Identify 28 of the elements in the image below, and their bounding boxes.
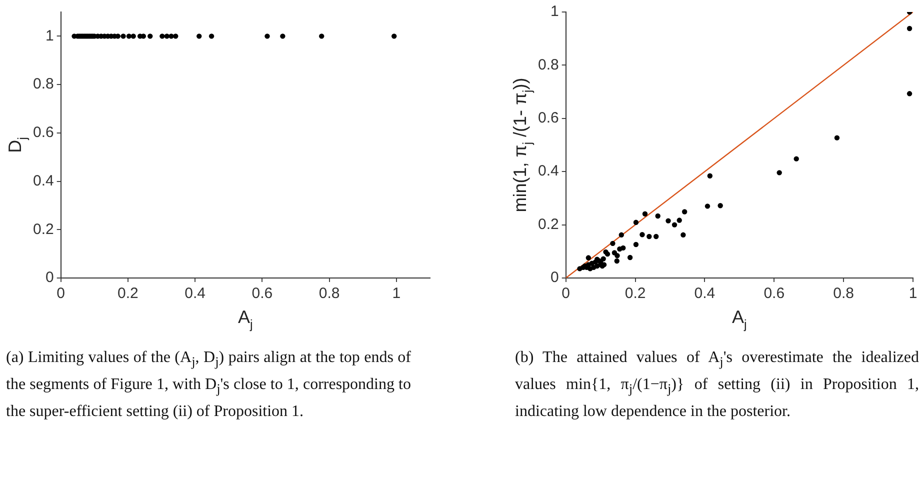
x-tick-label: 0 <box>56 285 66 302</box>
y-tick-label: 0.8 <box>538 56 559 74</box>
y-tick-label: 1 <box>46 27 54 44</box>
text: (b) The attained values of A$_{j}$'s overestimate the idealized values min{1, π$_{j}$/(1−π$_{j}$)} of setting (ii) in Proposition 1, indicating low dependence in the posterior. <box>515 349 920 420</box>
x-tick-label: 0.8 <box>318 285 340 302</box>
y-tick-label: 0.2 <box>32 220 54 238</box>
x-tick-label: 0.8 <box>833 285 854 302</box>
y-tick-label: 0.2 <box>538 216 559 233</box>
y-tick-label: 0 <box>46 269 54 286</box>
x-tick-label: 0.2 <box>624 285 646 302</box>
y-tick-label: 1 <box>550 3 559 20</box>
x-tick-label: 1 <box>908 285 918 302</box>
y-tick-label: 0.8 <box>32 76 54 93</box>
y-tick-label: 0.4 <box>32 172 54 190</box>
x-tick-label: 0.6 <box>764 285 785 302</box>
x-tick-label: 0 <box>562 285 570 302</box>
x-tick-label: 1 <box>392 285 401 302</box>
x-tick-label: 0.2 <box>118 285 138 302</box>
y-tick-label: 0.6 <box>538 110 559 127</box>
y-tick-label: 0 <box>550 269 559 286</box>
x-tick-label: 0.4 <box>694 285 716 302</box>
y-axis-title: min(1, πj /(1- πj)) <box>510 78 535 212</box>
y-axis-title: Dj <box>4 137 30 153</box>
y-tick-label: 0.4 <box>538 162 559 180</box>
x-tick-label: 0.6 <box>252 285 273 302</box>
x-tick-label: 0.4 <box>184 285 206 302</box>
y-tick-label: 0.6 <box>32 124 54 142</box>
text: (a) Limiting values of the (A$_{j}$, D$_{j}$) pairs align at the top ends of the segments of Figure 1, with D$_{j}$'s close to 1, corresponding to the super-efficient setting (ii) of Proposition 1. <box>6 349 412 420</box>
